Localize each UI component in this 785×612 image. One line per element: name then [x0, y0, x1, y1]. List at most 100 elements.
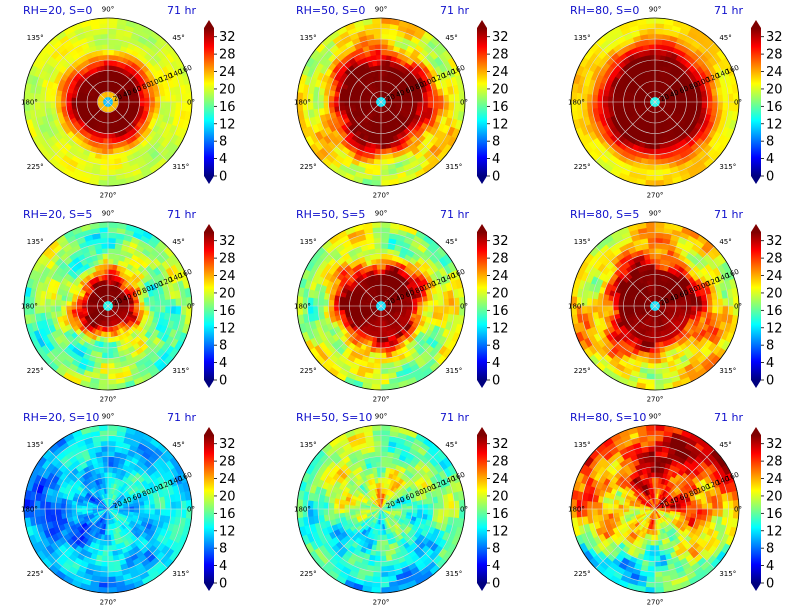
heatmap-cell — [373, 38, 382, 45]
angle-tick-label: 270° — [373, 192, 390, 200]
heatmap-cell — [654, 64, 660, 72]
colorbar-extend-max — [477, 20, 487, 28]
heatmap-cell — [380, 148, 388, 155]
heatmap-cell — [107, 33, 116, 40]
heatmap-cell — [371, 174, 382, 182]
heatmap-cell — [380, 352, 388, 359]
heatmap-cell — [107, 232, 117, 239]
heatmap-cell — [333, 96, 340, 103]
heatmap-cell — [375, 143, 382, 150]
heatmap-cell — [107, 38, 116, 45]
colorbar-extend-min — [751, 176, 761, 184]
panel-time-label: 71 hr — [167, 208, 196, 221]
heatmap-cell — [380, 38, 389, 45]
heatmap-cell — [380, 368, 389, 375]
angle-tick-label: 270° — [647, 192, 664, 200]
heatmap-cell — [448, 297, 455, 307]
heatmap-cell — [654, 284, 658, 291]
heatmap-cell — [104, 127, 109, 134]
heatmap-cell — [175, 101, 182, 111]
heatmap-cell — [652, 321, 656, 328]
heatmap-cell — [107, 263, 114, 270]
heatmap-cell — [596, 95, 604, 103]
heatmap-cell — [596, 101, 604, 109]
angle-tick-label: 135° — [574, 34, 591, 42]
heatmap-cell — [654, 148, 662, 155]
heatmap-cell — [406, 305, 413, 310]
heatmap-cell — [354, 98, 361, 103]
heatmap-cell — [165, 298, 172, 307]
heatmap-cell — [154, 95, 161, 103]
heatmap-cell — [654, 174, 665, 182]
heatmap-cell — [154, 101, 161, 109]
heatmap-cell — [411, 305, 419, 311]
heatmap-cell — [380, 179, 391, 187]
heatmap-cell — [380, 237, 389, 244]
heatmap-cell — [99, 373, 109, 380]
heatmap-cell — [380, 33, 389, 40]
angle-tick-label: 315° — [172, 367, 189, 375]
angle-tick-label: 0° — [187, 99, 195, 107]
colorbar-tick-label: 28 — [219, 252, 236, 267]
colorbar-tick-label: 16 — [219, 304, 236, 319]
heatmap-cell — [107, 352, 115, 359]
heatmap-cell — [149, 305, 156, 312]
colorbar-tick-label: 8 — [492, 135, 500, 150]
angle-tick-label: 90° — [102, 6, 114, 14]
heatmap-cell — [317, 305, 324, 314]
heatmap-cell — [100, 242, 109, 249]
heatmap-cell — [107, 268, 113, 276]
heatmap-cell — [102, 347, 109, 354]
heatmap-cell — [722, 93, 729, 103]
colorbar-tick-label: 4 — [766, 152, 774, 167]
heatmap-cell — [373, 368, 382, 375]
colorbar-tick-label: 8 — [492, 339, 500, 354]
heatmap-cell — [377, 122, 382, 129]
heatmap-cell — [44, 298, 51, 307]
heatmap-cell — [372, 373, 382, 380]
angle-tick-label: 135° — [27, 34, 44, 42]
heatmap-cell — [359, 99, 366, 103]
heatmap-cell — [380, 373, 390, 380]
heatmap-cell — [372, 28, 382, 35]
heatmap-cell — [100, 363, 109, 370]
colorbar-tick-label: 8 — [766, 135, 774, 150]
angle-tick-label: 180° — [21, 303, 38, 311]
heatmap-cell — [602, 95, 609, 103]
heatmap-cell — [645, 174, 656, 182]
angle-tick-label: 45° — [719, 34, 731, 42]
heatmap-cell — [98, 383, 109, 391]
heatmap-cell — [102, 143, 109, 150]
heatmap-cell — [371, 383, 382, 391]
heatmap-cell — [312, 298, 319, 307]
heatmap-cell — [654, 179, 665, 187]
heatmap-cell — [691, 101, 698, 108]
heatmap-cell — [453, 305, 461, 316]
heatmap-cell — [103, 132, 109, 140]
heatmap-cell — [712, 101, 719, 110]
heatmap-cell — [380, 49, 388, 56]
colorbar-tick-label: 24 — [492, 65, 509, 80]
heatmap-cell — [101, 357, 109, 365]
heatmap-cell — [443, 94, 450, 103]
panel-title: RH=50, S=0 — [296, 4, 365, 17]
heatmap-cell — [378, 321, 382, 328]
heatmap-cell — [70, 97, 78, 103]
heatmap-cell — [717, 101, 724, 110]
heatmap-cell — [44, 101, 51, 110]
heatmap-cell — [371, 226, 382, 234]
heatmap-cell — [373, 164, 382, 171]
heatmap-cell — [380, 59, 387, 66]
heatmap-cell — [380, 242, 389, 249]
colorbar-tick-label: 16 — [492, 100, 509, 115]
colorbar-tick-label: 20 — [492, 286, 509, 301]
heatmap-cell — [107, 221, 118, 229]
heatmap-cell — [648, 49, 656, 56]
heatmap-cell — [107, 49, 115, 56]
panel-title: RH=80, S=0 — [570, 4, 639, 17]
heatmap-cell — [380, 253, 388, 260]
colorbar-extend-min — [477, 176, 487, 184]
heatmap-cell — [406, 101, 413, 106]
heatmap-cell — [107, 59, 114, 66]
